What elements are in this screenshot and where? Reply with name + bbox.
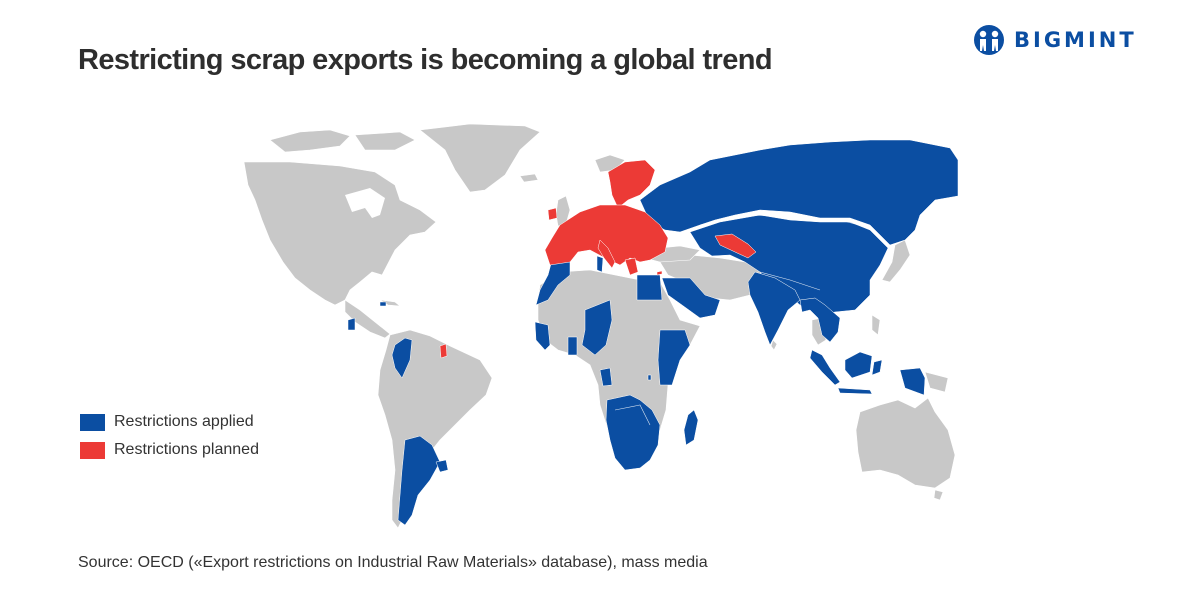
legend-label-planned: Restrictions planned — [114, 441, 259, 458]
source-note: Source: OECD («Export restrictions on In… — [78, 554, 708, 571]
legend-item-applied: Restrictions applied — [80, 408, 259, 436]
legend-swatch-applied — [80, 413, 105, 431]
region-restrictions-planned — [439, 159, 757, 359]
bigmint-logo-icon — [974, 25, 1004, 55]
page-title: Restricting scrap exports is becoming a … — [78, 44, 773, 76]
map-legend: Restrictions applied Restrictions planne… — [80, 408, 259, 464]
brand-logo: BIGMINT — [972, 24, 1137, 56]
legend-item-planned: Restrictions planned — [80, 436, 259, 464]
world-map — [243, 123, 959, 529]
legend-swatch-planned — [80, 441, 105, 459]
logo-text: BIGMINT — [1014, 28, 1137, 52]
legend-label-applied: Restrictions applied — [114, 413, 254, 430]
